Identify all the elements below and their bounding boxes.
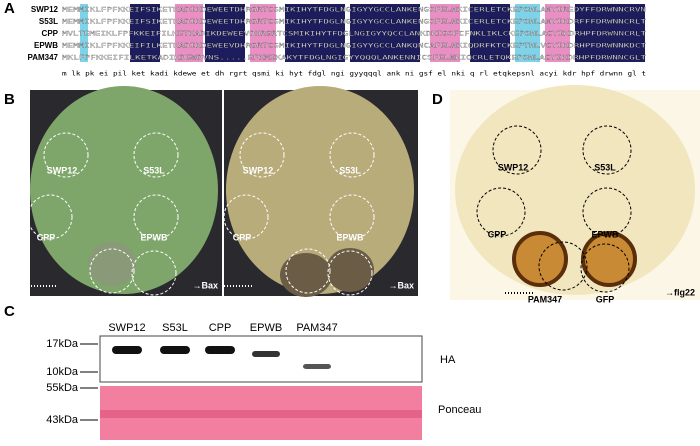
marker-label: 17kDa — [46, 338, 79, 350]
blot-annotations: SWP12 S53L CPP EPWB PAM347 17kDa 10kDa 55kDa 43k… — [46, 322, 481, 426]
consensus: m lk pk ei pil ket kadi kdewe et dh rgrt… — [62, 71, 646, 78]
leaf — [455, 85, 695, 295]
stain — [581, 231, 637, 287]
leaf-label: S53L — [594, 162, 616, 172]
sequence: MVLTEMEIKLFPFKKEIFILKETKADIKDEWEEVDHRGRT… — [62, 31, 647, 38]
band — [160, 346, 190, 354]
sequence-name: S53L — [39, 17, 58, 26]
lane-label: S53L — [162, 322, 188, 334]
infiltration-zone — [133, 132, 179, 178]
leaf-label: GFP — [145, 297, 164, 307]
sequence: MEMMIKLFPFKKEIFSIKETKADIKDEWEETDHRGRTCSM… — [62, 7, 647, 14]
leaf-label: CPP — [37, 232, 56, 242]
panel-letter: C — [4, 303, 15, 320]
alignment-shading — [80, 4, 645, 62]
lesion — [280, 253, 332, 297]
infiltration-zone — [133, 194, 179, 240]
marker-label: 10kDa — [46, 366, 79, 378]
infiltration-zone — [131, 250, 177, 296]
alignment: SWP12 MEMMIKLFPFKKEIFSIKETKADIKDEWEETDHRG… — [27, 5, 646, 77]
lane-label: PAM347 — [296, 322, 337, 334]
leaf-label: PAM347 — [273, 297, 307, 307]
sequence-name: CPP — [42, 29, 59, 38]
sequence: MKLFPFKKEIFILKETKADIKDEWDVNS.....EFKMIKA… — [62, 55, 647, 62]
infiltration-zone — [329, 132, 375, 178]
treatment-label: →Bax — [388, 280, 414, 290]
lane-label: SWP12 — [108, 322, 145, 334]
infiltration-zone — [43, 132, 89, 178]
infiltration-zone — [27, 194, 73, 240]
infiltration-zone — [285, 248, 331, 294]
sequence: MEMMIKLFPFKKEIFILKETKADIKDEWEEVDHRGRTCSM… — [62, 43, 647, 50]
marker-label: 55kDa — [46, 382, 79, 394]
lane-label: CPP — [209, 322, 232, 334]
band — [100, 410, 422, 418]
leaf-annotations: SWP12 S53L CPP EPWB PAM347 GFP →Bax SWP12 S53L CP… — [27, 125, 695, 307]
infiltration-zone — [580, 243, 630, 293]
blot-label: HA — [440, 354, 456, 366]
infiltration-zone — [327, 250, 373, 296]
leaf-label: GFP — [596, 294, 615, 304]
leaf-label: CPP — [488, 229, 507, 239]
leaf-label: SWP12 — [498, 162, 529, 172]
blot-label: Ponceau — [438, 404, 481, 416]
leaf — [30, 86, 218, 294]
sequence-name: SWP12 — [31, 5, 59, 14]
treatment-label: →Bax — [192, 280, 218, 290]
infiltration-zone — [89, 248, 135, 294]
leaf-label: S53L — [143, 165, 165, 175]
leaf-label: SWP12 — [47, 165, 78, 175]
infiltration-zone — [476, 187, 526, 237]
leaf-label: S53L — [339, 165, 361, 175]
band — [303, 364, 331, 369]
leaf-label: GFP — [341, 297, 360, 307]
infiltration-zone — [239, 132, 285, 178]
panel-letter: A — [4, 0, 15, 17]
treatment-label: →flg22 — [665, 287, 695, 297]
blot-ha — [99, 335, 423, 383]
leaf — [226, 86, 414, 294]
panel-letter: D — [432, 91, 443, 108]
leaf-label: CPP — [233, 232, 252, 242]
marker-label: 43kDa — [46, 414, 79, 426]
leaf-label: PAM347 — [77, 297, 111, 307]
infiltration-zone — [492, 125, 542, 175]
sequence-name: EPWB — [34, 41, 58, 50]
sequence-name: PAM347 — [27, 53, 58, 62]
band — [112, 346, 142, 354]
sequence: MEMMIKLFPFKKEIFSIKETKADIKDEWEETDHRGRTCSM… — [62, 19, 647, 26]
infiltration-zone — [582, 125, 632, 175]
leaf-label: EPWB — [592, 229, 620, 239]
band — [252, 351, 280, 357]
leaf-label: PAM347 — [528, 294, 562, 304]
panel-letter: B — [4, 91, 15, 108]
leaf-label: EPWB — [337, 232, 365, 242]
infiltration-zone — [582, 187, 632, 237]
infiltration-zone — [329, 194, 375, 240]
lesion — [88, 242, 136, 286]
band — [205, 346, 235, 354]
lesion — [326, 248, 374, 292]
infiltration-zone — [223, 194, 269, 240]
leaf-label: SWP12 — [243, 165, 274, 175]
infiltration-zone — [538, 241, 588, 291]
leaf-label: EPWB — [141, 232, 169, 242]
lane-label: EPWB — [250, 322, 282, 334]
